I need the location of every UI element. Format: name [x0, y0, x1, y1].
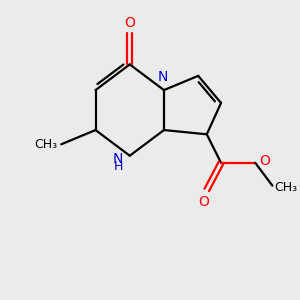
Text: N: N: [158, 70, 168, 84]
Text: O: O: [199, 195, 209, 209]
Text: H: H: [114, 160, 124, 173]
Text: CH₃: CH₃: [274, 181, 297, 194]
Text: N: N: [112, 152, 123, 166]
Text: O: O: [124, 16, 135, 30]
Text: O: O: [260, 154, 270, 168]
Text: CH₃: CH₃: [35, 138, 58, 151]
